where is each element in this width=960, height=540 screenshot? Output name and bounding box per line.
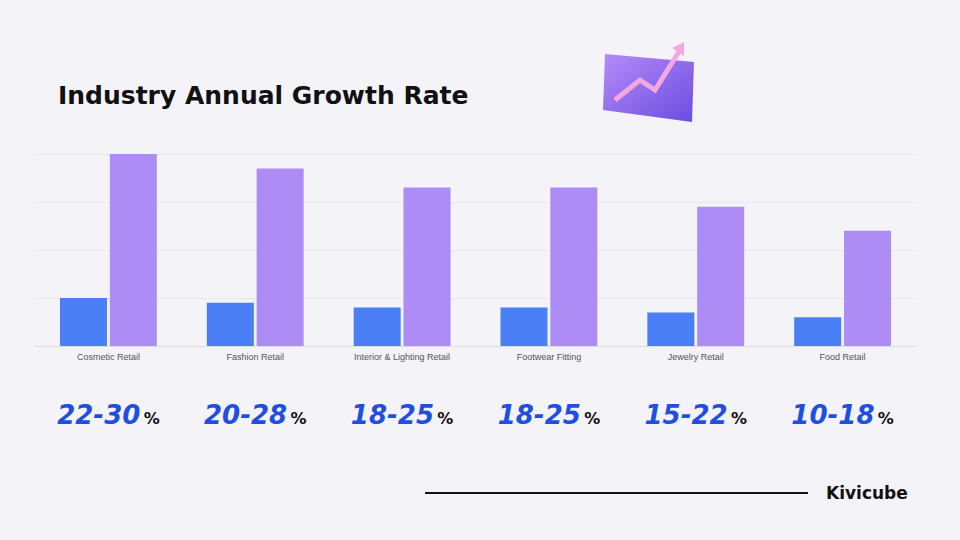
svg-text:%: % — [144, 409, 160, 428]
svg-text:18-25: 18-25 — [498, 400, 581, 430]
svg-text:18-25: 18-25 — [351, 400, 434, 430]
svg-text:%: % — [731, 409, 747, 428]
svg-text:10-18: 10-18 — [791, 400, 874, 430]
svg-text:Kivicube: Kivicube — [826, 483, 908, 503]
svg-text:22-30: 22-30 — [57, 400, 140, 430]
svg-text:Jewelry Retail: Jewelry Retail — [668, 352, 724, 362]
svg-text:%: % — [437, 409, 453, 428]
svg-text:Interior & Lighting Retail: Interior & Lighting Retail — [354, 352, 450, 362]
svg-text:Fashion Retail: Fashion Retail — [226, 352, 284, 362]
svg-text:Cosmetic Retail: Cosmetic Retail — [77, 352, 140, 362]
svg-text:20-28: 20-28 — [204, 400, 287, 430]
svg-text:%: % — [290, 409, 306, 428]
svg-text:Footwear Fitting: Footwear Fitting — [517, 352, 582, 362]
svg-text:Industry Annual Growth Rate: Industry Annual Growth Rate — [58, 81, 468, 110]
svg-text:%: % — [878, 409, 894, 428]
svg-text:Food Retail: Food Retail — [820, 352, 866, 362]
svg-text:15-22: 15-22 — [644, 400, 727, 430]
svg-text:%: % — [584, 409, 600, 428]
